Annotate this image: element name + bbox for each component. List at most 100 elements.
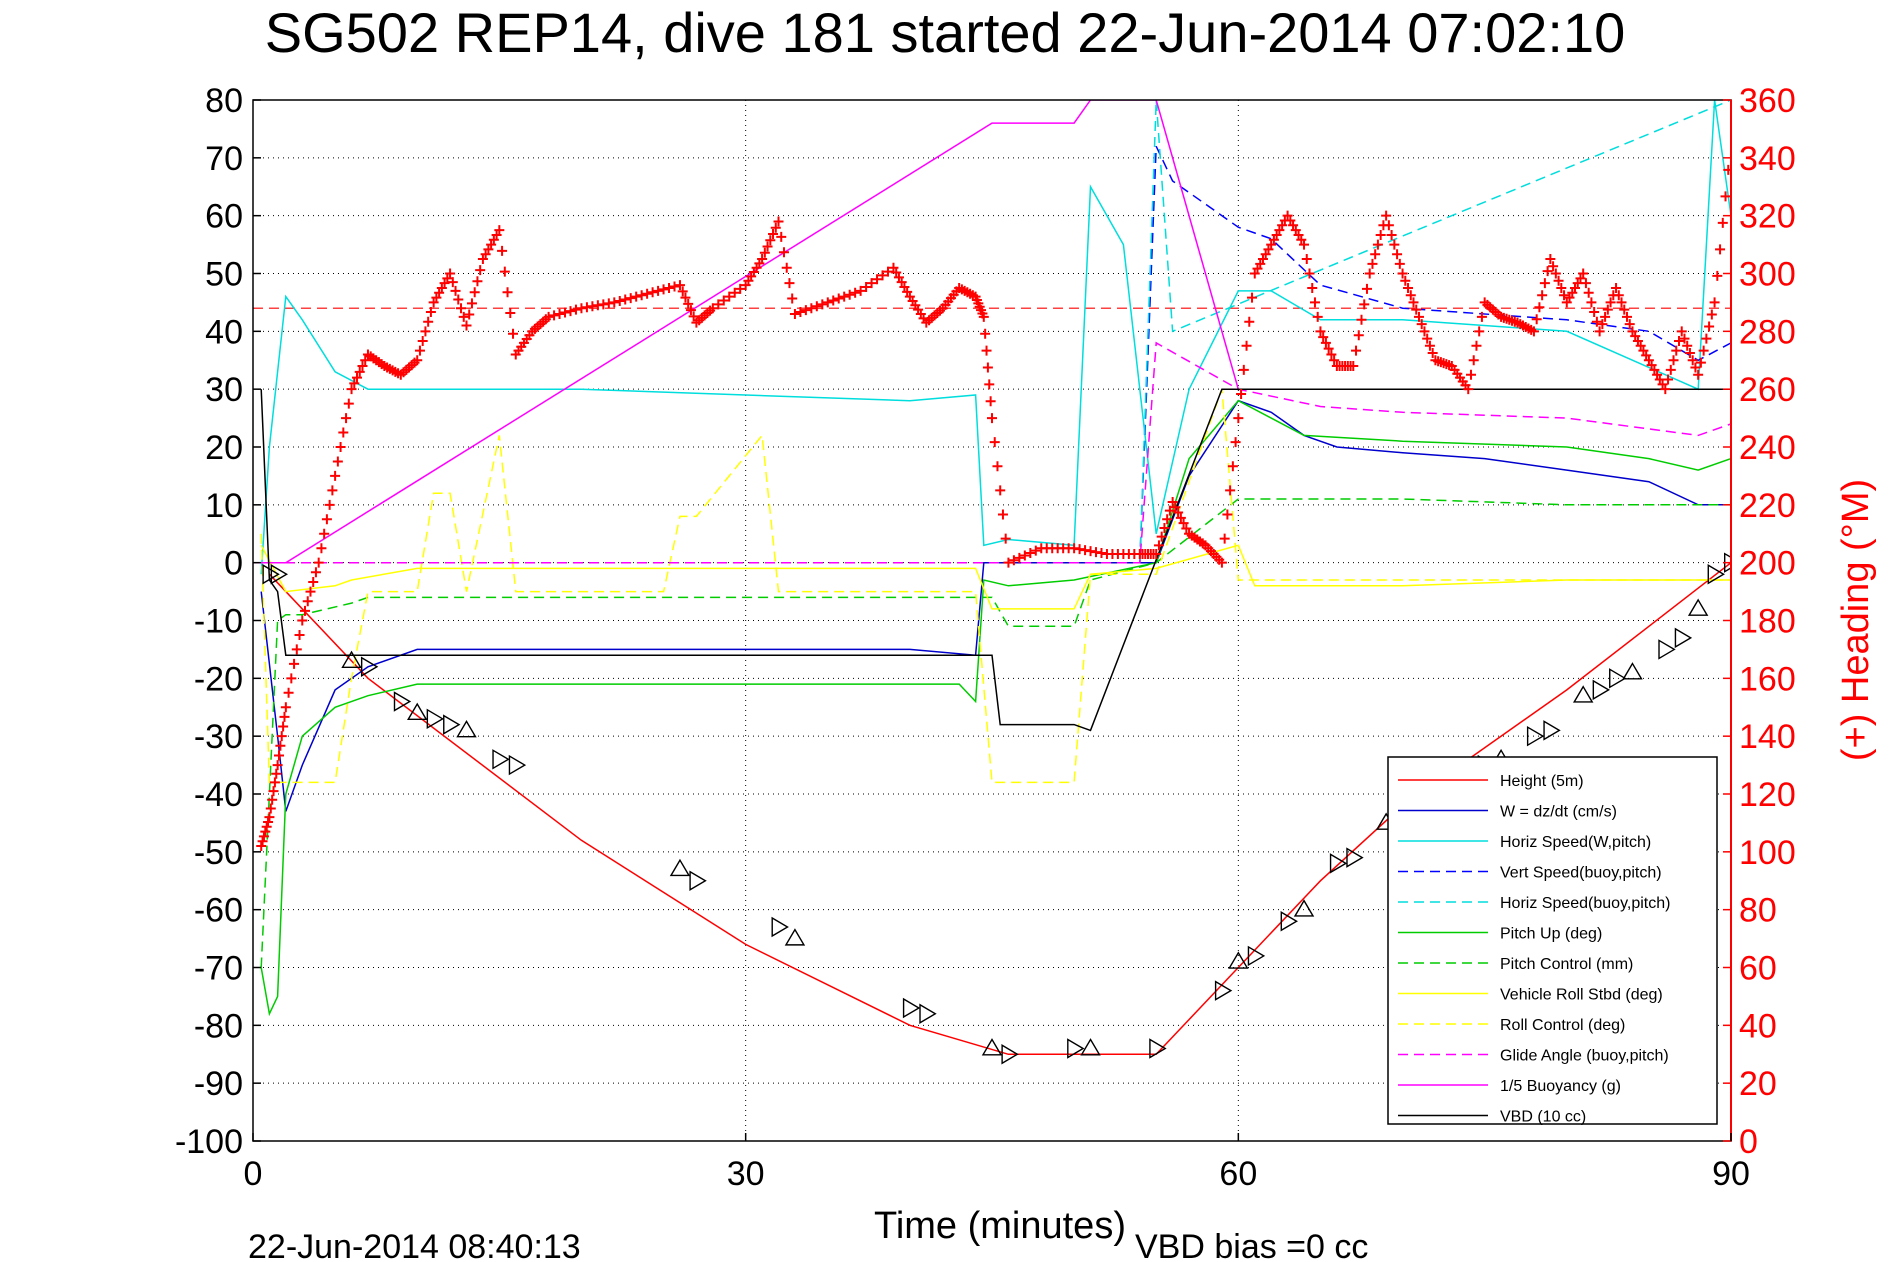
- heading-point: [1181, 523, 1192, 534]
- heading-point: [1616, 297, 1627, 308]
- heading-point: [447, 277, 458, 288]
- y-tick-label: -80: [194, 1007, 243, 1045]
- dive-marker: [1067, 1038, 1085, 1059]
- heading-point: [1323, 343, 1334, 354]
- heading-point: [475, 265, 486, 276]
- y2-tick-label: 280: [1739, 313, 1796, 351]
- dive-marker: [1526, 725, 1545, 747]
- y-tick-label: 30: [205, 371, 243, 409]
- heading-point: [778, 247, 789, 258]
- series-line-8: [260, 388, 1731, 784]
- heading-point: [620, 294, 631, 305]
- footer-vbd-bias: VBD bias =0 cc: [1135, 1228, 1368, 1262]
- y-tick-label: 40: [205, 313, 243, 351]
- y-tick-label: 80: [205, 82, 243, 120]
- heading-point: [609, 297, 620, 308]
- heading-point: [1720, 191, 1731, 202]
- heading-point: [685, 305, 696, 316]
- heading-point: [789, 308, 800, 319]
- heading-point: [1712, 270, 1723, 281]
- y-tick-label: -60: [194, 892, 243, 930]
- dive-marker: [1572, 685, 1594, 703]
- y2-tick-label: 200: [1739, 545, 1796, 583]
- heading-point: [718, 295, 729, 306]
- heading-point: [1660, 384, 1671, 395]
- heading-point: [543, 311, 554, 322]
- y-tick-label: 20: [205, 429, 243, 467]
- left-axis-ticks: 80 70 60 50 40 30 20 10 0 -10 -20 -30 -40 -50 -60 -70 -8…: [175, 82, 261, 1161]
- heading-point: [1383, 220, 1394, 231]
- y2-tick-label: 160: [1739, 660, 1796, 698]
- heading-point: [768, 228, 779, 239]
- dive-marker: [1707, 564, 1725, 585]
- x-tick-label: 30: [727, 1155, 765, 1193]
- heading-point: [494, 225, 505, 236]
- heading-point: [1548, 261, 1559, 272]
- heading-point: [499, 266, 510, 277]
- heading-point: [346, 384, 357, 395]
- dive-marker: [1329, 853, 1348, 874]
- heading-point: [1471, 340, 1482, 351]
- y-tick-label: -100: [175, 1123, 243, 1161]
- legend: Height (5m) W = dz/dt (cm/s) Horiz Speed(W…: [1387, 756, 1718, 1126]
- heading-point: [636, 290, 647, 301]
- heading-point: [335, 442, 346, 452]
- heading-point: [1602, 304, 1613, 315]
- heading-point: [978, 311, 989, 322]
- heading-point: [271, 768, 282, 779]
- y2-tick-label: 220: [1739, 487, 1796, 525]
- heading-point: [1367, 258, 1378, 269]
- heading-point: [456, 303, 467, 314]
- heading-point: [1559, 290, 1570, 301]
- heading-point: [560, 307, 571, 318]
- heading-point: [1153, 540, 1164, 551]
- heading-point: [1233, 413, 1244, 424]
- heading-point: [1665, 364, 1676, 375]
- heading-point: [338, 427, 349, 438]
- y2-tick-label: 340: [1739, 140, 1796, 178]
- heading-point: [1408, 297, 1419, 308]
- heading-point: [1422, 333, 1433, 344]
- heading-point: [1030, 545, 1041, 556]
- heading-point: [1594, 326, 1605, 337]
- heading-point: [677, 286, 688, 297]
- heading-point: [1583, 287, 1594, 298]
- heading-point: [1476, 311, 1487, 322]
- dive-marker: [508, 754, 527, 776]
- dive-marker: [1293, 899, 1315, 917]
- heading-point: [1580, 278, 1591, 289]
- heading-point: [614, 295, 625, 306]
- heading-point: [795, 307, 806, 318]
- heading-point: [423, 316, 434, 327]
- heading-point: [811, 301, 822, 312]
- heading-point: [1244, 316, 1255, 327]
- heading-point: [995, 485, 1006, 496]
- y-tick-label: -10: [194, 603, 243, 641]
- heading-point: [469, 287, 480, 298]
- heading-point: [1624, 319, 1635, 330]
- heading-point: [300, 605, 311, 616]
- heading-point: [839, 291, 850, 302]
- dive-marker: [1622, 662, 1643, 680]
- heading-point: [1690, 362, 1701, 373]
- heading-point: [1611, 282, 1622, 293]
- y-tick-label: 50: [205, 256, 243, 294]
- y-tick-label: -40: [194, 776, 243, 814]
- heading-point: [1151, 548, 1162, 559]
- dive-marker: [784, 928, 806, 946]
- heading-point: [1326, 349, 1337, 360]
- heading-point: [1307, 282, 1318, 293]
- heading-point: [260, 826, 271, 837]
- heading-point: [505, 308, 516, 319]
- series-line-6: [260, 498, 1731, 968]
- dive-marker: [1214, 980, 1233, 1001]
- y-tick-label: 70: [205, 140, 243, 178]
- legend-label-10: 1/5 Buoyancy (g): [1500, 1078, 1621, 1095]
- heading-point: [1375, 229, 1386, 240]
- legend-label-2: Horiz Speed(W,pitch): [1500, 834, 1651, 851]
- heading-point: [1008, 555, 1019, 566]
- heading-point: [324, 499, 335, 510]
- heading-point: [770, 222, 781, 233]
- heading-point: [327, 485, 338, 496]
